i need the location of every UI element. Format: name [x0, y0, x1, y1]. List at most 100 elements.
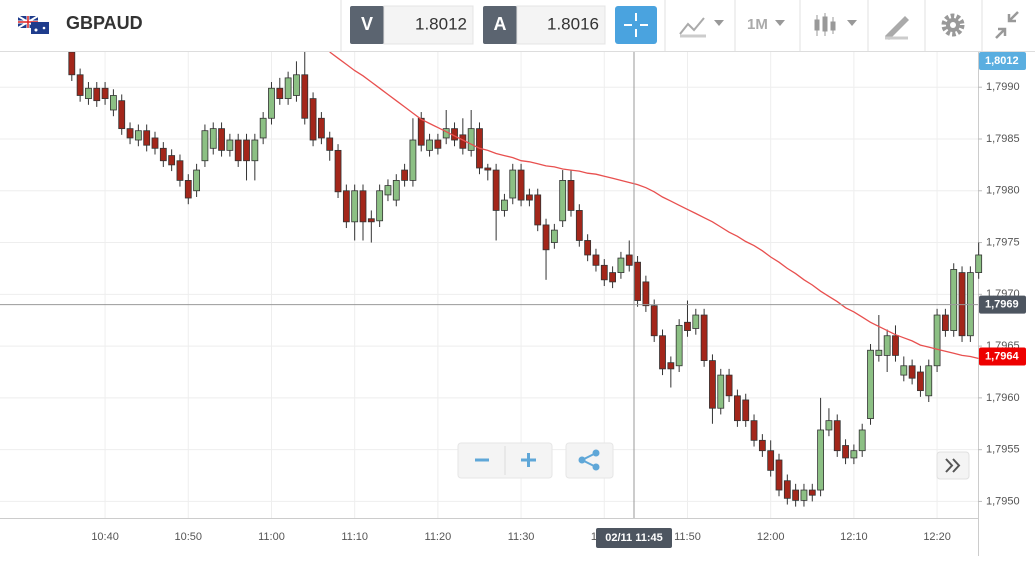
- candle-body: [842, 445, 849, 459]
- candle-body: [401, 169, 409, 181]
- candle-body: [85, 87, 92, 100]
- x-tick-label: 10:40: [91, 531, 119, 543]
- candle-body: [584, 240, 592, 256]
- candle-body: [126, 128, 134, 139]
- candle-body: [118, 100, 126, 130]
- toolbar: GBPAUD V 1.8012 A 1.8016 1M: [0, 0, 1035, 52]
- candle-body: [201, 130, 209, 162]
- candle-body: [293, 74, 300, 96]
- candle-body: [76, 74, 84, 96]
- bid-button[interactable]: V 1.8012: [350, 5, 474, 45]
- candle-body: [359, 190, 367, 223]
- candle-body: [509, 169, 517, 199]
- last-price: 1,8012: [985, 55, 1019, 67]
- candle-body: [492, 169, 500, 211]
- candle-body: [650, 305, 658, 337]
- candle-body: [758, 439, 766, 452]
- bid-price: 1.8012: [415, 14, 467, 33]
- candle-body: [675, 324, 683, 367]
- candle-body: [825, 420, 833, 431]
- candle-body: [234, 139, 242, 162]
- candle-body: [900, 365, 908, 376]
- candle-body: [517, 169, 525, 201]
- candle-body: [817, 429, 824, 491]
- candle-body: [309, 98, 317, 141]
- y-tick-label: 1,7955: [986, 444, 1020, 456]
- candle-body: [392, 180, 400, 201]
- candle-body: [792, 489, 800, 501]
- candle-body: [209, 128, 217, 149]
- candle-body: [875, 349, 883, 356]
- share-button[interactable]: [565, 442, 614, 479]
- indicators-button[interactable]: [679, 17, 724, 38]
- y-tick-label: 1,7960: [986, 392, 1020, 404]
- timeframe-button[interactable]: 1M: [747, 16, 785, 33]
- candle-body: [434, 139, 442, 149]
- symbol: GBPAUD: [66, 13, 143, 33]
- candle-body: [284, 77, 292, 99]
- candle-body: [783, 480, 791, 499]
- candle-body: [542, 224, 550, 251]
- settings-button[interactable]: [941, 13, 965, 37]
- candle-body: [409, 139, 417, 181]
- y-tick-label: 1,7990: [986, 81, 1020, 93]
- candle-body: [975, 254, 983, 273]
- timeframe: 1M: [747, 16, 768, 33]
- candle-body: [800, 489, 808, 501]
- candle-body: [426, 139, 433, 151]
- candle-body: [850, 450, 858, 459]
- x-tick-label: 11:20: [425, 531, 452, 543]
- candle-body: [767, 450, 775, 471]
- x-tick-label: 12:10: [840, 531, 868, 543]
- candle-body: [317, 117, 325, 139]
- candle-body: [917, 371, 924, 392]
- candle-body: [176, 160, 184, 181]
- ask-button[interactable]: A 1.8016: [483, 5, 606, 45]
- zoom-in[interactable]: [521, 453, 536, 467]
- candle-body: [833, 420, 841, 452]
- candle-body: [367, 218, 375, 223]
- candle-body: [484, 167, 492, 171]
- moving-average: [329, 51, 979, 360]
- candle-body: [867, 349, 874, 419]
- candle-body: [892, 335, 899, 356]
- candle-body: [259, 117, 267, 139]
- y-tick-label: 1,7980: [986, 185, 1020, 197]
- candle-body: [534, 194, 542, 226]
- last-price-box: [979, 52, 1026, 70]
- candle-body: [958, 272, 966, 337]
- candle-body: [933, 314, 941, 367]
- x-tick-label: 11:30: [508, 531, 535, 543]
- candle-body: [226, 139, 234, 151]
- candle-body: [243, 139, 250, 162]
- candle-body: [467, 128, 475, 151]
- candle-body: [168, 155, 176, 166]
- candle-body: [925, 365, 933, 397]
- chart-type-button[interactable]: [814, 13, 857, 36]
- draw-button[interactable]: [885, 16, 909, 40]
- candle-body: [775, 459, 783, 491]
- candle-body: [251, 139, 259, 162]
- candle-body: [376, 190, 384, 222]
- collapse-button[interactable]: [995, 11, 1019, 39]
- candle-body: [709, 360, 716, 409]
- candle-body: [550, 229, 558, 243]
- crosshair-button[interactable]: [615, 6, 657, 44]
- x-tick-label: 11:00: [258, 531, 285, 543]
- candle-body: [301, 74, 309, 119]
- candle-body: [883, 335, 891, 356]
- crosshair-time: 02/11 11:45: [605, 532, 663, 544]
- candle-body: [684, 321, 691, 331]
- candle-body: [858, 429, 866, 452]
- x-tick-label: 12:20: [923, 531, 951, 543]
- candle-body: [667, 362, 675, 370]
- crosshair-price: 1,7969: [985, 299, 1019, 311]
- x-tick-label: 12:00: [757, 531, 785, 543]
- candle-body: [734, 395, 741, 422]
- candle-body: [193, 169, 201, 192]
- candle-body: [326, 137, 334, 151]
- x-tick-label: 10:50: [175, 531, 203, 543]
- scroll-right[interactable]: [936, 451, 970, 480]
- candle-body: [134, 130, 142, 141]
